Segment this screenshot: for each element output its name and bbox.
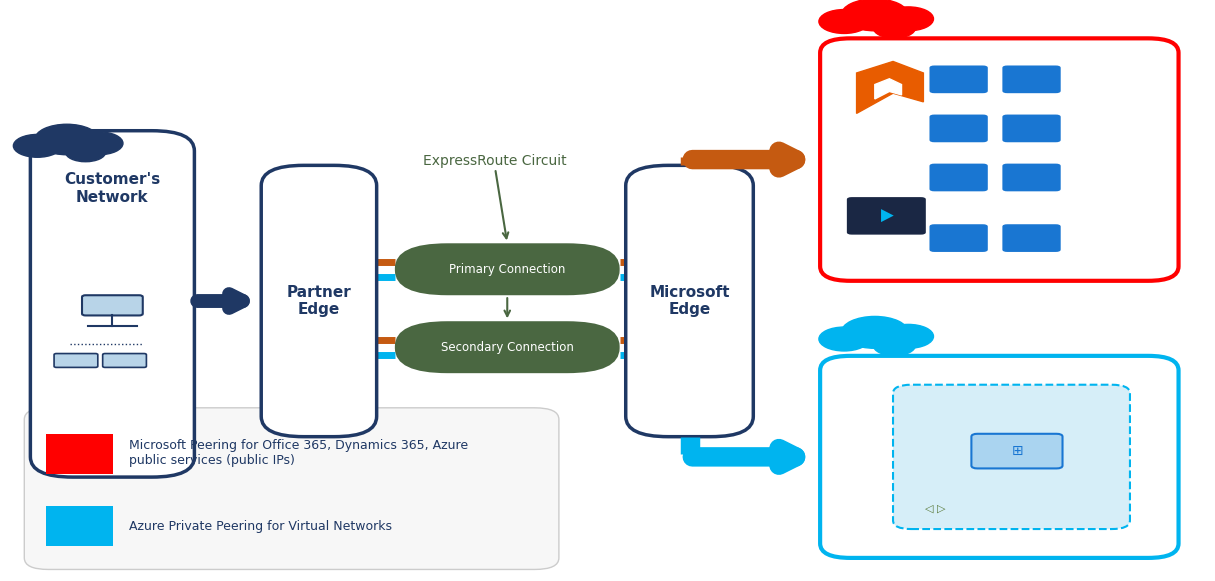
Circle shape	[874, 18, 915, 38]
Circle shape	[13, 134, 62, 157]
Text: ⊞: ⊞	[1012, 444, 1023, 458]
Circle shape	[35, 124, 98, 155]
FancyBboxPatch shape	[1002, 224, 1061, 252]
FancyBboxPatch shape	[847, 197, 926, 235]
FancyBboxPatch shape	[929, 114, 988, 142]
Text: ▶: ▶	[881, 207, 893, 225]
FancyBboxPatch shape	[626, 166, 753, 437]
Text: Microsoft Peering for Office 365, Dynamics 365, Azure
public services (public IP: Microsoft Peering for Office 365, Dynami…	[129, 439, 468, 467]
FancyBboxPatch shape	[395, 321, 620, 373]
Circle shape	[819, 9, 869, 34]
Polygon shape	[875, 79, 902, 99]
Circle shape	[75, 132, 123, 155]
Text: ExpressRoute Circuit: ExpressRoute Circuit	[423, 154, 567, 168]
Circle shape	[819, 327, 869, 351]
FancyBboxPatch shape	[929, 66, 988, 93]
Text: Secondary Connection: Secondary Connection	[441, 340, 573, 354]
FancyBboxPatch shape	[1002, 164, 1061, 191]
FancyBboxPatch shape	[972, 434, 1062, 468]
FancyBboxPatch shape	[820, 38, 1179, 281]
FancyBboxPatch shape	[261, 166, 377, 437]
FancyBboxPatch shape	[929, 224, 988, 252]
Text: Partner
Edge: Partner Edge	[287, 285, 351, 317]
FancyBboxPatch shape	[1002, 66, 1061, 93]
Text: Customer's
Network: Customer's Network	[64, 172, 160, 205]
FancyBboxPatch shape	[46, 506, 113, 546]
FancyBboxPatch shape	[395, 243, 620, 295]
Polygon shape	[857, 62, 923, 113]
Circle shape	[883, 324, 933, 348]
Text: Azure Private Peering for Virtual Networks: Azure Private Peering for Virtual Networ…	[129, 519, 391, 533]
FancyBboxPatch shape	[893, 385, 1130, 529]
FancyBboxPatch shape	[820, 356, 1179, 558]
FancyBboxPatch shape	[102, 354, 146, 367]
FancyBboxPatch shape	[929, 164, 988, 191]
Text: Primary Connection: Primary Connection	[450, 263, 565, 276]
Circle shape	[841, 0, 909, 31]
FancyBboxPatch shape	[53, 354, 97, 367]
Text: Microsoft
Edge: Microsoft Edge	[649, 285, 730, 317]
FancyBboxPatch shape	[30, 131, 194, 477]
FancyBboxPatch shape	[46, 434, 113, 474]
Circle shape	[874, 336, 915, 356]
Circle shape	[841, 317, 909, 348]
Circle shape	[66, 143, 106, 162]
Text: ◁ ▷: ◁ ▷	[926, 504, 945, 514]
FancyBboxPatch shape	[1002, 114, 1061, 142]
Circle shape	[883, 7, 933, 31]
FancyBboxPatch shape	[24, 408, 559, 569]
FancyBboxPatch shape	[83, 295, 143, 315]
